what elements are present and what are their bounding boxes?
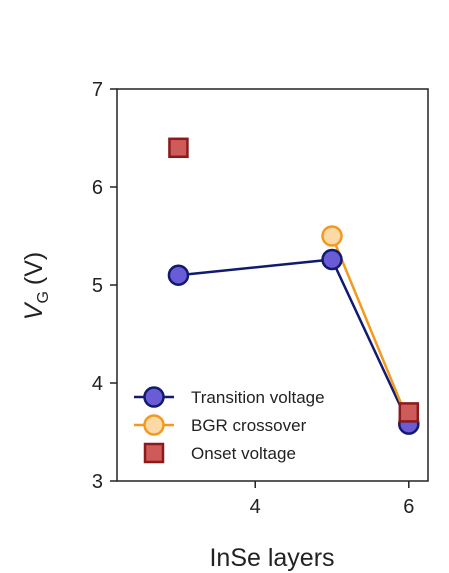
legend-label: Onset voltage [191,444,296,463]
y-axis-label: VG (V) [20,252,52,320]
y-tick-label: 5 [92,275,103,297]
legend-marker [143,414,165,436]
x-axis-label: InSe layers [209,544,334,572]
onset-voltage-point [168,137,189,159]
x-tick-label: 4 [250,496,261,518]
transition-voltage-point [167,264,190,286]
bgr-crossover-line [330,235,410,423]
y-axis-label-unit: (V) [20,252,48,285]
y-tick-label: 6 [92,177,103,199]
legend: Transition voltage BGR crossover Onset vol… [134,386,325,464]
legend-marker [143,442,165,464]
y-tick-label: 3 [92,471,103,493]
legend-label: Transition voltage [191,388,325,407]
y-tick-label: 7 [92,79,103,101]
x-tick-label: 6 [403,496,414,518]
y-tick-label: 4 [92,373,103,395]
y-axis-label-subscript: G [35,291,52,303]
series-layer [167,137,420,435]
legend-label: BGR crossover [191,416,307,435]
y-axis-label-symbol: V [20,301,48,320]
onset-voltage-point [398,402,420,423]
bgr-crossover-point [321,225,343,247]
transition-voltage-point [321,248,343,271]
y-axis-ticks: 3 4 5 6 7 [92,79,117,493]
legend-marker [143,386,165,408]
